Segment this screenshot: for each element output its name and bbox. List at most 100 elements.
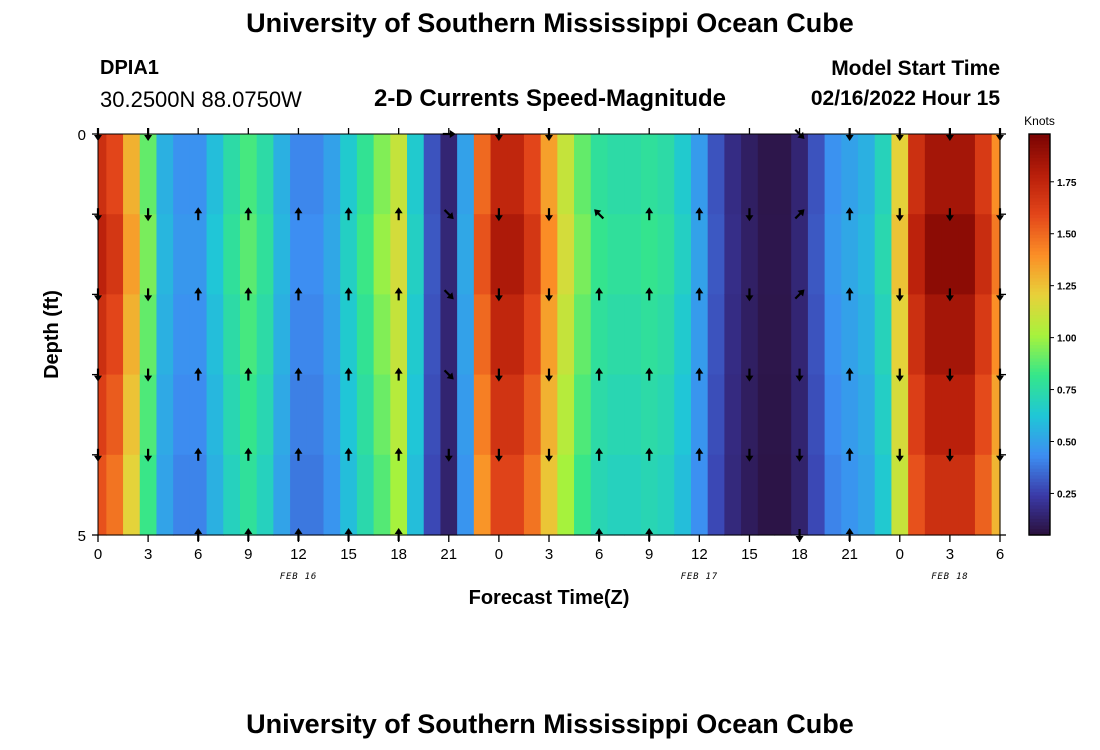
- heatmap-cell: [223, 374, 241, 456]
- heatmap-cell: [941, 374, 959, 456]
- heatmap-cell: [457, 374, 475, 456]
- colorbar-segment: [1029, 174, 1050, 179]
- heatmap-cell: [256, 454, 274, 536]
- colorbar-segment: [1029, 514, 1050, 519]
- current-arrow-head: [394, 207, 403, 214]
- current-arrow: [294, 287, 303, 301]
- x-tick-label: 12: [691, 546, 708, 563]
- heatmap-cell: [924, 454, 943, 536]
- heatmap-cell: [239, 134, 258, 215]
- heatmap-cell: [98, 374, 107, 456]
- current-arrow-head: [545, 215, 553, 222]
- heatmap-cell: [156, 134, 174, 215]
- colorbar-tick-label: 0.25: [1057, 489, 1077, 500]
- date-label: FEB 16: [280, 572, 317, 582]
- heatmap-cell: [640, 134, 659, 215]
- current-arrow-head: [895, 375, 904, 382]
- heatmap-cell: [941, 134, 959, 215]
- current-arrow-head: [344, 207, 353, 214]
- current-arrow: [443, 209, 454, 220]
- colorbar-segment: [1029, 237, 1050, 242]
- current-arrow: [595, 367, 604, 381]
- current-arrow-head: [695, 447, 704, 454]
- current-arrow-head: [244, 367, 253, 374]
- heatmap-cell: [607, 134, 625, 215]
- heatmap-cell: [390, 214, 408, 295]
- colorbar-segment: [1029, 401, 1050, 406]
- current-arrow-head: [845, 447, 854, 454]
- colorbar-segment: [1029, 177, 1050, 182]
- colorbar-segment: [1029, 134, 1050, 138]
- colorbar-segment: [1029, 391, 1050, 396]
- current-arrow: [794, 289, 805, 300]
- current-arrow-head: [695, 367, 704, 374]
- heatmap-cell: [540, 454, 558, 536]
- heatmap-cell: [974, 134, 993, 215]
- heatmap-cell: [490, 134, 508, 215]
- heatmap-cell: [908, 454, 926, 536]
- colorbar-segment: [1029, 321, 1050, 326]
- heatmap-cell: [373, 214, 391, 295]
- current-arrow: [494, 288, 503, 302]
- current-arrow-head: [545, 135, 553, 141]
- current-arrow-head: [745, 295, 754, 302]
- current-arrow-head: [845, 528, 854, 534]
- colorbar-segment: [1029, 374, 1050, 379]
- heatmap-cell: [440, 454, 458, 536]
- heatmap-cell: [624, 374, 642, 456]
- heatmap-cell: [891, 374, 909, 456]
- current-arrow-head: [595, 447, 604, 454]
- heatmap-cell: [273, 374, 291, 456]
- heatmap-cell: [724, 454, 742, 536]
- heatmap-cell: [807, 454, 826, 536]
- colorbar-segment: [1029, 154, 1050, 158]
- heatmap-cell: [540, 294, 558, 376]
- colorbar-segment: [1029, 501, 1050, 506]
- heatmap-cell: [139, 214, 158, 295]
- x-tick-label: 15: [741, 546, 758, 563]
- heatmap-cell: [273, 214, 291, 295]
- current-arrow-head: [194, 528, 203, 534]
- colorbar-segment: [1029, 267, 1050, 272]
- current-arrow: [545, 208, 553, 222]
- heatmap-cell: [473, 214, 492, 295]
- current-arrow: [344, 207, 353, 221]
- heatmap-cell: [941, 454, 959, 536]
- current-arrow-head: [144, 455, 153, 462]
- colorbar-segment: [1029, 434, 1050, 439]
- heatmap-cell: [891, 134, 909, 215]
- colorbar-tick-label: 1.50: [1057, 230, 1077, 241]
- current-arrow: [645, 528, 654, 541]
- heatmap-cell: [874, 214, 893, 295]
- heatmap-cell: [874, 134, 893, 215]
- heatmap-cell: [507, 454, 525, 536]
- current-arrow-head: [94, 135, 102, 141]
- colorbar-segment: [1029, 474, 1050, 479]
- current-arrow-head: [449, 130, 456, 138]
- current-arrow-head: [446, 372, 454, 380]
- heatmap-cell: [306, 294, 325, 376]
- current-arrow-head: [996, 295, 1004, 302]
- model-start-value: 02/16/2022 Hour 15: [810, 87, 1000, 110]
- current-arrow: [895, 208, 904, 222]
- current-arrow: [294, 207, 303, 221]
- heatmap-cell: [607, 214, 625, 295]
- current-arrow: [244, 447, 253, 461]
- colorbar-segment: [1029, 508, 1050, 513]
- heatmap-cell: [858, 134, 876, 215]
- heatmap-cell: [724, 214, 742, 295]
- current-arrow: [695, 287, 704, 301]
- colorbar-segment: [1029, 194, 1050, 199]
- current-arrow-head: [996, 135, 1004, 141]
- heatmap-cell: [356, 454, 375, 536]
- heatmap-cell: [156, 214, 174, 295]
- heatmap-cell: [924, 214, 943, 295]
- current-arrow-head: [344, 528, 353, 534]
- heatmap-cell: [741, 294, 759, 376]
- colorbar-segment: [1029, 481, 1050, 486]
- current-arrow: [244, 528, 253, 541]
- colorbar-segment: [1029, 354, 1050, 359]
- colorbar-segment: [1029, 511, 1050, 516]
- heatmap-cell: [607, 294, 625, 376]
- current-arrow: [294, 528, 303, 541]
